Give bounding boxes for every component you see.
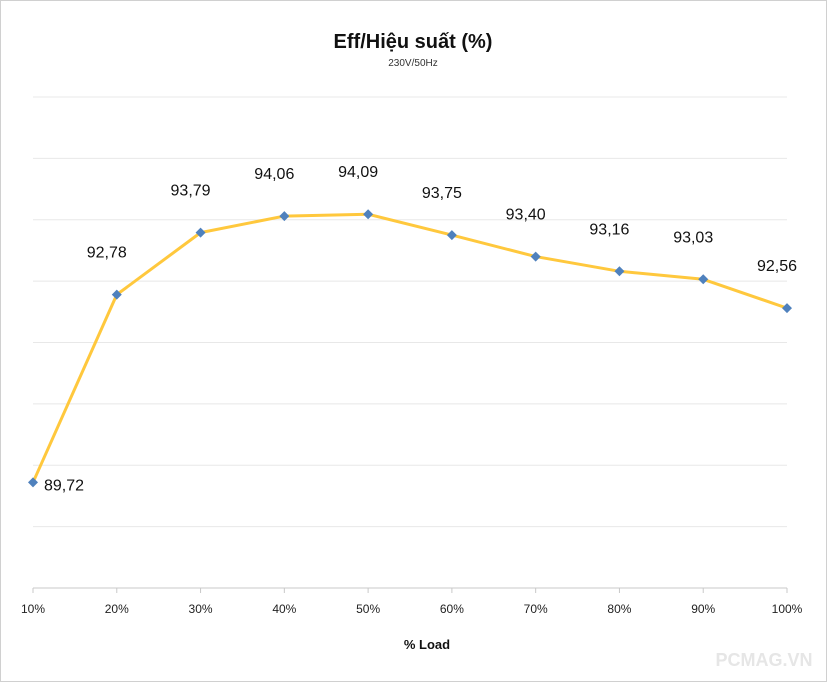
x-tick-label: 20% xyxy=(105,602,129,616)
data-point-marker xyxy=(782,303,792,314)
x-tick-label: 100% xyxy=(772,602,803,616)
data-label: 92,78 xyxy=(87,245,127,262)
x-tick-label: 70% xyxy=(524,602,548,616)
x-axis-label: % Load xyxy=(404,637,450,652)
data-labels: 89,72 92,78 93,79 94,06 94,09 93,75 93,40 93,16… xyxy=(44,164,797,494)
x-tick-label: 40% xyxy=(272,602,296,616)
x-tick-label: 10% xyxy=(21,602,45,616)
x-tick-label: 80% xyxy=(607,602,631,616)
chart-title: Eff/Hiệu suất (%) xyxy=(334,31,493,53)
efficiency-series-line xyxy=(31,212,788,484)
x-tick-label: 30% xyxy=(189,602,213,616)
data-point-marker xyxy=(279,211,290,222)
data-label: 93,75 xyxy=(422,185,462,202)
data-label: 92,56 xyxy=(757,258,797,275)
data-label: 94,06 xyxy=(254,166,294,183)
watermark: PCMAG.VN xyxy=(715,650,812,670)
data-point-marker xyxy=(195,227,206,238)
x-tick-label: 50% xyxy=(356,602,380,616)
x-tick-label: 60% xyxy=(440,602,464,616)
data-label: 93,16 xyxy=(589,221,629,238)
data-label: 89,72 xyxy=(44,477,84,494)
x-tick-label: 90% xyxy=(691,602,715,616)
data-label: 93,03 xyxy=(673,229,713,246)
data-point-marker xyxy=(28,477,38,488)
x-axis-ticks: 10% 20% 30% 40% 50% 60% 70% 80% 90% 100% xyxy=(21,588,803,616)
data-point-marker xyxy=(530,251,541,262)
data-point-markers xyxy=(28,209,792,488)
data-label: 93,79 xyxy=(171,183,211,200)
data-point-marker xyxy=(614,266,625,277)
chart-subtitle: 230V/50Hz xyxy=(388,58,437,69)
data-label: 94,09 xyxy=(338,164,378,181)
gridlines xyxy=(33,96,787,589)
data-point-marker xyxy=(698,274,709,285)
data-point-marker xyxy=(446,230,457,241)
data-point-marker xyxy=(363,209,374,220)
data-label: 93,40 xyxy=(506,207,546,224)
data-point-marker xyxy=(111,289,122,300)
